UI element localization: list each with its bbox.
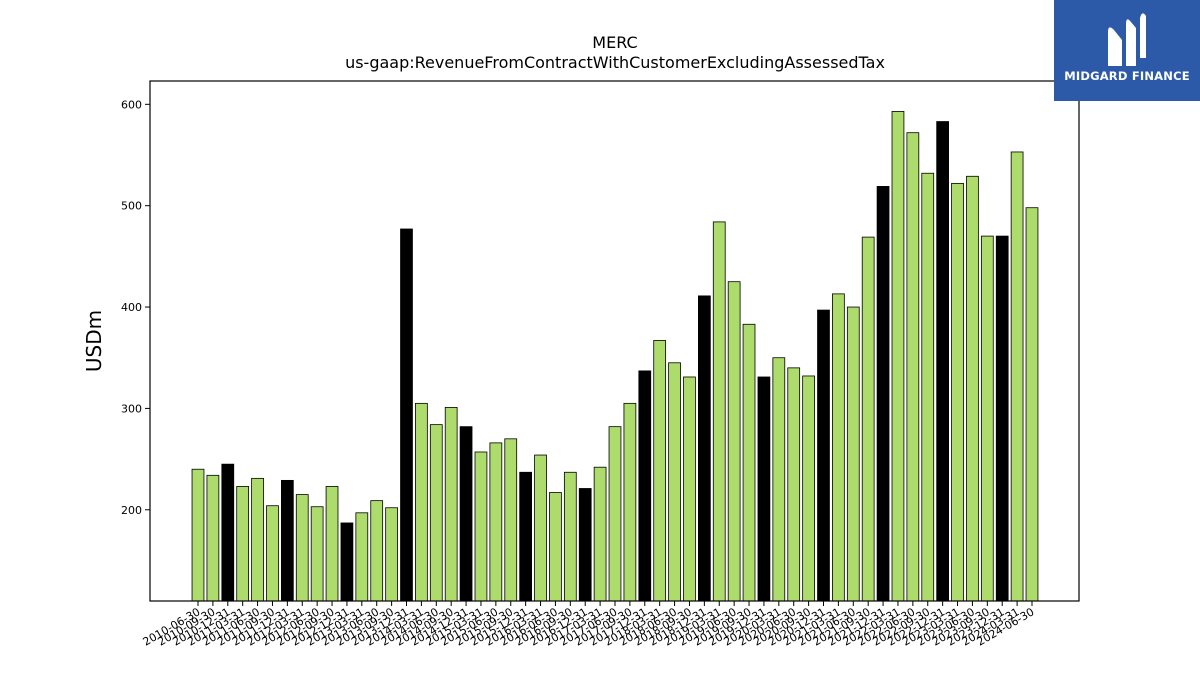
bar-2019-06-30 <box>727 281 741 602</box>
bar-2021-03-31 <box>832 293 845 602</box>
bar-2013-12-31 <box>400 228 413 602</box>
bar-2020-03-31 <box>772 357 786 602</box>
bar-2011-03-31 <box>236 486 250 602</box>
bar-2012-09-30 <box>325 486 339 602</box>
y-axis-ticks: 200 300 400 500 600 <box>121 98 150 517</box>
bar-2018-06-30 <box>668 362 681 602</box>
bar-2022-09-30 <box>921 172 935 602</box>
bar-2015-03-31 <box>474 451 488 602</box>
brand-logo: MIDGARD FINANCE <box>1054 0 1200 101</box>
bar-2013-03-31 <box>355 512 369 602</box>
chart-title: MERC <box>592 33 637 52</box>
bar-2011-06-30 <box>251 477 264 602</box>
bar-2018-12-31 <box>698 295 711 602</box>
bar-2021-12-31 <box>876 186 890 602</box>
bar-2016-03-31 <box>534 454 547 602</box>
bar-2023-09-30 <box>980 235 994 602</box>
bar-2016-12-31 <box>578 488 592 602</box>
bar-2016-06-30 <box>549 492 562 602</box>
bar-2017-09-30 <box>623 402 637 602</box>
bar-2016-09-30 <box>563 471 577 602</box>
bar-2010-09-30 <box>206 474 220 602</box>
y-axis-label: USDm <box>82 310 106 372</box>
brand-name: MIDGARD FINANCE <box>1064 69 1190 83</box>
bar-2015-06-30 <box>489 442 503 602</box>
bar-2011-09-30 <box>266 505 279 602</box>
bar-2012-12-31 <box>340 522 354 602</box>
bar-2023-06-30 <box>966 175 979 602</box>
y-tick-label: 300 <box>121 402 142 415</box>
bar-2010-06-30 <box>191 468 205 602</box>
bar-2020-12-31 <box>817 309 830 602</box>
y-tick-label: 600 <box>121 98 142 111</box>
y-tick-label: 500 <box>121 200 142 213</box>
bar-2021-06-30 <box>846 306 860 602</box>
x-axis-ticks: 2010-06-302010-09-302010-12-312011-03-31… <box>141 601 1037 649</box>
bar-2014-06-30 <box>429 424 443 602</box>
bar-2018-03-31 <box>653 340 667 602</box>
plot-frame <box>149 80 1080 602</box>
bar-2021-09-30 <box>861 236 875 602</box>
bar-2013-06-30 <box>370 500 384 602</box>
y-tick-label: 400 <box>121 301 142 314</box>
midgard-logo-icon <box>1108 13 1146 66</box>
bar-2017-03-31 <box>593 466 607 602</box>
bar-2022-03-31 <box>891 111 905 602</box>
bar-2019-09-30 <box>742 323 756 602</box>
bar-2015-12-31 <box>519 471 533 602</box>
bar-2010-12-31 <box>221 463 235 602</box>
y-tick-label: 200 <box>121 504 142 517</box>
bar-2024-06-30 <box>1025 207 1039 602</box>
bar-2012-03-31 <box>295 494 309 602</box>
chart-subtitle: us-gaap:RevenueFromContractWithCustomerE… <box>345 53 885 72</box>
bar-2014-03-31 <box>415 402 428 602</box>
bar-2020-09-30 <box>802 375 815 602</box>
bar-2015-09-30 <box>504 438 518 602</box>
bar-2017-12-31 <box>638 370 652 602</box>
bar-2020-06-30 <box>787 367 801 602</box>
bar-2011-12-31 <box>280 479 294 602</box>
bar-2022-12-31 <box>936 121 950 602</box>
bar-2023-03-31 <box>951 182 964 602</box>
bar-2014-12-31 <box>459 426 473 602</box>
bar-2017-06-30 <box>608 426 622 602</box>
bar-series <box>191 111 1039 602</box>
bar-2019-03-31 <box>712 221 726 602</box>
bar-2014-09-30 <box>444 406 458 602</box>
bar-2012-06-30 <box>310 506 324 602</box>
bar-2019-12-31 <box>757 376 771 602</box>
bar-2023-12-31 <box>995 235 1009 602</box>
bar-2013-09-30 <box>385 507 398 602</box>
bar-2022-06-30 <box>906 132 920 602</box>
bar-2024-03-31 <box>1010 151 1024 602</box>
bar-2018-09-30 <box>683 376 696 602</box>
